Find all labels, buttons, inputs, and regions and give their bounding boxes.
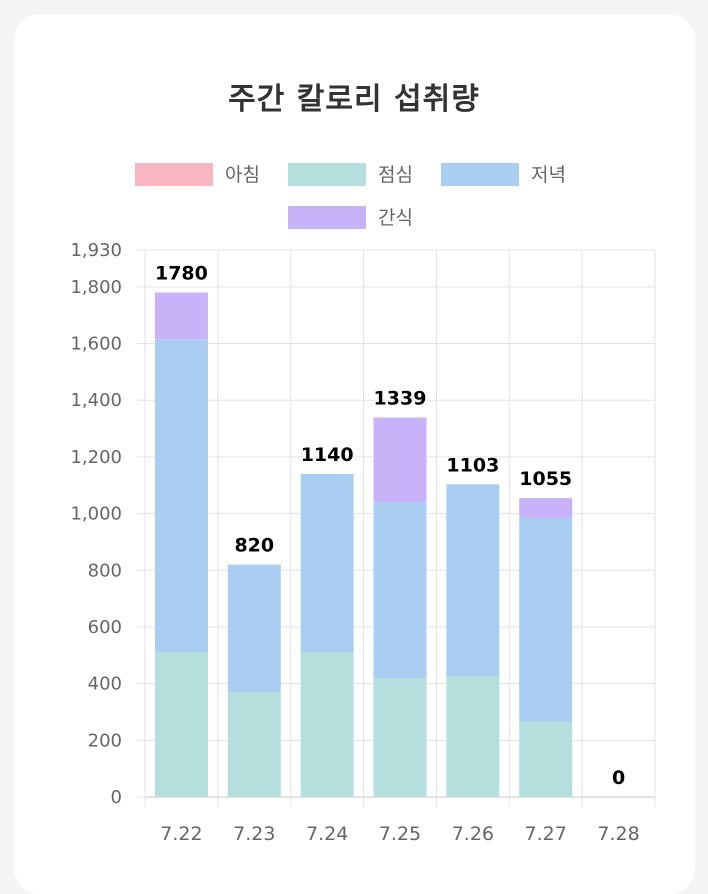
y-tick-label: 1,200 (70, 447, 122, 468)
y-tick-label: 1,000 (70, 504, 122, 525)
y-tick-label: 400 (88, 674, 122, 695)
legend-label: 저녁 (531, 164, 566, 186)
bar-segment (519, 721, 573, 797)
bar-segment (154, 292, 208, 340)
chart-card (14, 14, 695, 894)
x-tick-label: 7.23 (233, 823, 275, 845)
legend-swatch (288, 206, 366, 229)
legend-label: 간식 (378, 207, 413, 229)
bar-segment (227, 692, 281, 797)
y-tick-label: 600 (88, 617, 122, 638)
x-tick-label: 7.28 (597, 823, 639, 845)
bar-segment (373, 502, 427, 678)
total-label: 1055 (519, 468, 572, 490)
bar-segment (446, 676, 500, 797)
x-tick-label: 7.25 (379, 823, 421, 845)
x-tick-label: 7.27 (525, 823, 567, 845)
bar-segment (519, 517, 573, 722)
x-tick-label: 7.26 (452, 823, 494, 845)
bar-segment (373, 677, 427, 797)
total-label: 1103 (446, 454, 499, 476)
y-tick-label: 1,800 (70, 277, 122, 298)
y-tick-label: 800 (88, 560, 122, 581)
bar-segment (154, 652, 208, 797)
total-label: 1339 (374, 388, 427, 410)
y-tick-label: 1,600 (70, 334, 122, 355)
legend-swatch (441, 163, 519, 186)
y-tick-label: 1,400 (70, 390, 122, 411)
total-label: 820 (234, 535, 274, 557)
y-tick-label: 0 (111, 787, 122, 808)
x-tick-label: 7.22 (160, 823, 202, 845)
legend-swatch (288, 163, 366, 186)
bar-segment (154, 339, 208, 653)
legend-swatch (135, 163, 213, 186)
y-tick-label: 1,930 (70, 240, 122, 261)
bar-segment (519, 497, 573, 518)
bar-segment (446, 484, 500, 677)
total-label: 0 (612, 767, 625, 789)
chart-title: 주간 칼로리 섭취량 (228, 82, 480, 117)
bar-segment (300, 652, 354, 797)
total-label: 1780 (155, 263, 208, 285)
legend-label: 아침 (225, 164, 260, 186)
bar-segment (300, 473, 354, 653)
x-tick-label: 7.24 (306, 823, 348, 845)
y-tick-label: 200 (88, 730, 122, 751)
bar-segment (227, 564, 281, 693)
bar-segment (373, 417, 427, 503)
legend-label: 점심 (378, 164, 413, 186)
total-label: 1140 (301, 444, 354, 466)
